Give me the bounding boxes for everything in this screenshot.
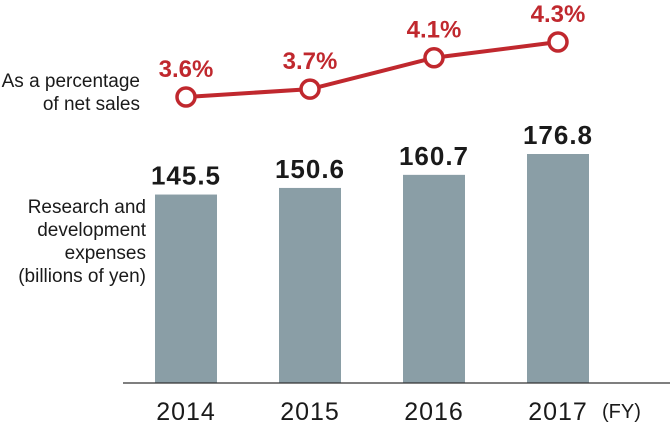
line-value-label: 3.6% [159,56,214,83]
bar-2017 [527,154,589,383]
line-value-label: 4.3% [531,1,586,28]
bar-value-label: 150.6 [275,154,345,184]
line-point-2014 [175,86,197,108]
bar-value-label: 160.7 [399,141,469,171]
line-value-label: 3.7% [283,48,338,75]
bar-series-label-line-3: expenses [64,243,146,264]
x-tick-label: 2014 [156,398,216,422]
line-series-label-line-2: of net sales [42,94,140,115]
bar-2015 [279,187,341,383]
bar-series-label: Research and development expenses (billi… [0,196,146,288]
line-series-label-line-1: As a percentage [1,71,140,92]
percentage-line [185,40,559,99]
line-point-2016 [423,46,445,69]
bar-series-label-line-1: Research and [27,197,146,218]
line-point-2015 [299,78,321,100]
bar-value-label: 145.5 [151,161,221,191]
bar-value-label: 176.8 [523,120,593,150]
x-tick-label: 2016 [404,398,464,422]
x-unit-label: (FY) [602,401,641,422]
bar-2014 [155,194,217,383]
x-tick-label: 2017 [528,398,588,422]
line-point-2017 [547,31,569,53]
line-value-label: 4.1% [407,17,462,44]
line-series-label: As a percentage of net sales [0,70,140,116]
bar-series-label-line-4: (billions of yen) [18,266,146,287]
bar-2016 [403,174,465,383]
x-tick-label: 2015 [280,398,340,422]
bar-series-label-line-2: development [37,220,146,241]
